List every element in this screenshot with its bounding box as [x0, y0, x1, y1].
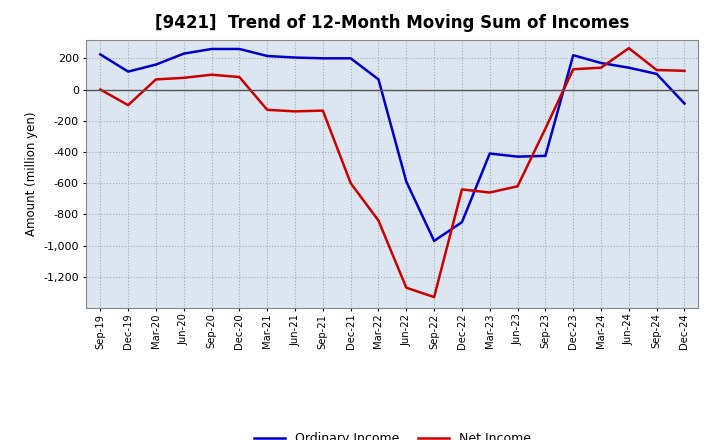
Net Income — [569, 66, 577, 72]
Ordinary Income — [207, 46, 216, 51]
Ordinary Income — [263, 53, 271, 59]
Net Income — [402, 285, 410, 290]
Ordinary Income — [458, 220, 467, 225]
Net Income — [374, 218, 383, 223]
Ordinary Income — [179, 51, 188, 56]
Ordinary Income — [318, 56, 327, 61]
Ordinary Income — [235, 46, 243, 51]
Net Income — [179, 75, 188, 81]
Net Income — [652, 67, 661, 73]
Net Income — [513, 183, 522, 189]
Legend: Ordinary Income, Net Income: Ordinary Income, Net Income — [248, 427, 536, 440]
Ordinary Income — [152, 62, 161, 67]
Line: Net Income: Net Income — [100, 48, 685, 297]
Ordinary Income — [569, 52, 577, 58]
Net Income — [485, 190, 494, 195]
Ordinary Income — [680, 101, 689, 106]
Net Income — [235, 74, 243, 80]
Ordinary Income — [652, 71, 661, 77]
Ordinary Income — [346, 56, 355, 61]
Ordinary Income — [124, 69, 132, 74]
Net Income — [624, 46, 633, 51]
Ordinary Income — [291, 55, 300, 60]
Net Income — [430, 294, 438, 300]
Net Income — [541, 126, 550, 131]
Net Income — [318, 108, 327, 113]
Ordinary Income — [541, 153, 550, 158]
Net Income — [458, 187, 467, 192]
Net Income — [291, 109, 300, 114]
Ordinary Income — [513, 154, 522, 159]
Ordinary Income — [374, 77, 383, 82]
Y-axis label: Amount (million yen): Amount (million yen) — [24, 112, 37, 236]
Net Income — [207, 72, 216, 77]
Ordinary Income — [624, 65, 633, 70]
Line: Ordinary Income: Ordinary Income — [100, 49, 685, 241]
Ordinary Income — [597, 60, 606, 66]
Net Income — [680, 68, 689, 73]
Net Income — [597, 65, 606, 70]
Net Income — [346, 180, 355, 186]
Net Income — [96, 87, 104, 92]
Net Income — [263, 107, 271, 113]
Ordinary Income — [485, 151, 494, 156]
Net Income — [124, 103, 132, 108]
Ordinary Income — [96, 52, 104, 57]
Ordinary Income — [402, 179, 410, 184]
Title: [9421]  Trend of 12-Month Moving Sum of Incomes: [9421] Trend of 12-Month Moving Sum of I… — [156, 15, 629, 33]
Net Income — [152, 77, 161, 82]
Ordinary Income — [430, 238, 438, 244]
